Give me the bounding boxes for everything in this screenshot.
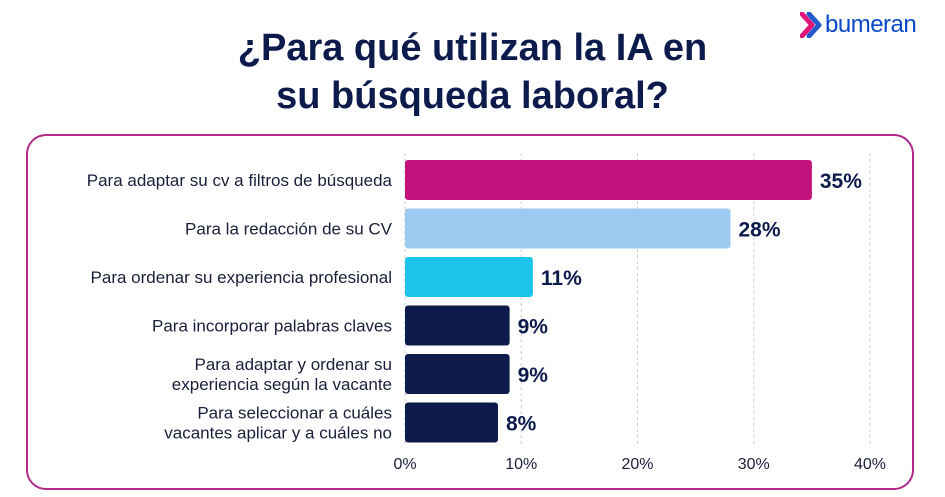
x-tick-label: 10% bbox=[505, 456, 537, 473]
category-label: Para ordenar su experiencia profesional bbox=[91, 268, 392, 287]
title-line-1: ¿Para qué utilizan la IA en bbox=[237, 27, 708, 69]
x-tick-label: 20% bbox=[621, 456, 653, 473]
category-label: Para incorporar palabras claves bbox=[152, 317, 392, 336]
value-label: 35% bbox=[820, 170, 862, 193]
category-label: vacantes aplicar y a cuáles no bbox=[164, 424, 392, 443]
x-tick-label: 30% bbox=[738, 456, 770, 473]
category-label: Para seleccionar a cuáles bbox=[197, 404, 392, 423]
bar bbox=[405, 305, 510, 346]
bar bbox=[405, 160, 812, 200]
category-label: Para adaptar su cv a filtros de búsqueda bbox=[87, 171, 393, 190]
value-label: 11% bbox=[541, 267, 582, 290]
value-label: 9% bbox=[518, 364, 549, 387]
brand-name: bumeran bbox=[825, 11, 917, 38]
chart-panel bbox=[26, 134, 914, 490]
brand-logo: bumeran bbox=[800, 8, 917, 42]
chart-title: ¿Para qué utilizan la IA en su búsqueda … bbox=[0, 24, 945, 120]
bar bbox=[405, 354, 510, 394]
category-label: Para adaptar y ordenar su bbox=[194, 355, 392, 374]
title-line-2: su búsqueda laboral? bbox=[276, 75, 669, 117]
bar bbox=[405, 257, 533, 297]
category-label: Para la redacción de su CV bbox=[185, 220, 393, 239]
category-label: experiencia según la vacante bbox=[172, 375, 392, 394]
x-tick-label: 0% bbox=[393, 456, 416, 473]
value-label: 28% bbox=[739, 219, 781, 242]
bar bbox=[405, 208, 731, 249]
bar bbox=[405, 402, 498, 443]
x-tick-label: 40% bbox=[854, 456, 886, 473]
bumeran-logo-icon bbox=[800, 12, 822, 38]
value-label: 8% bbox=[506, 413, 537, 436]
value-label: 9% bbox=[518, 316, 549, 339]
